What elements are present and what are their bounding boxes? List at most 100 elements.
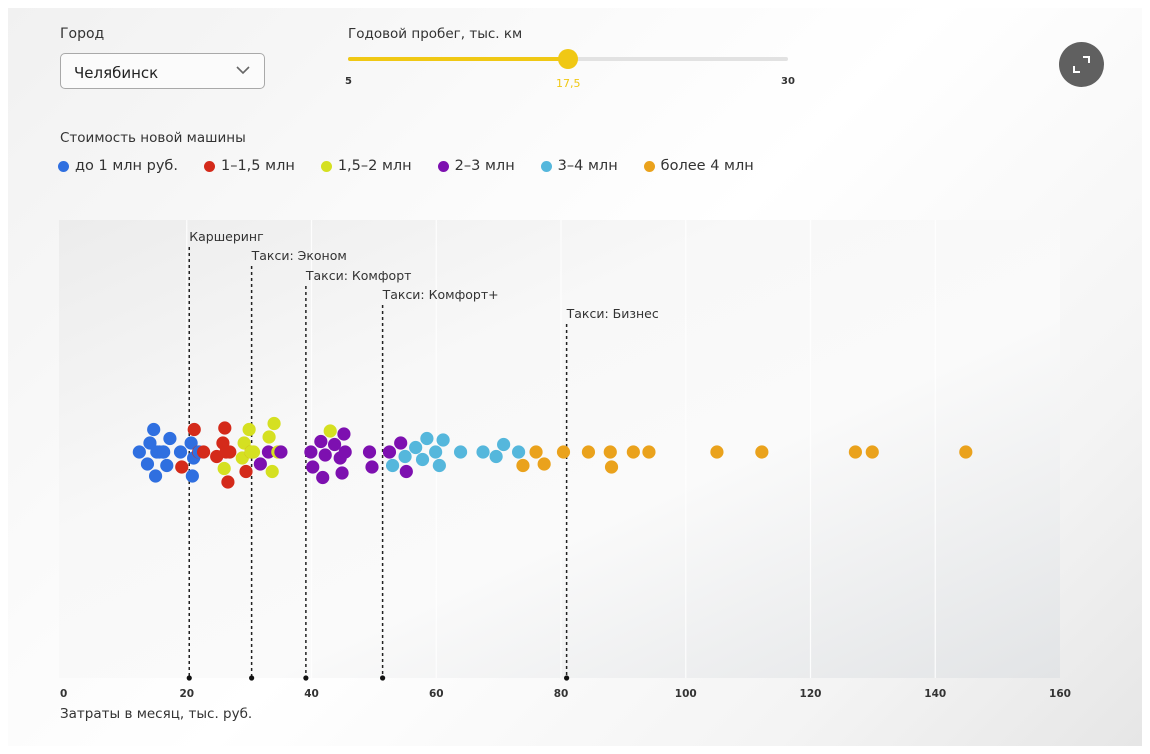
data-point-lt1[interactable] [163, 431, 177, 446]
data-point-2to3[interactable] [382, 445, 397, 459]
data-point-1to15[interactable] [239, 464, 253, 479]
data-point-15to2[interactable] [237, 436, 251, 450]
data-point-gt4[interactable] [848, 445, 863, 459]
data-point-2to3[interactable] [337, 427, 351, 441]
data-point-3to4[interactable] [415, 452, 430, 467]
city-label: Город [60, 26, 105, 42]
reference-line-marker [303, 675, 309, 681]
data-point-15to2[interactable] [242, 422, 256, 437]
data-point-15to2[interactable] [323, 424, 337, 438]
data-point-lt1[interactable] [147, 422, 161, 437]
data-point-3to4[interactable] [398, 449, 412, 464]
data-point-2to3[interactable] [314, 434, 328, 449]
data-point-gt4[interactable] [537, 457, 551, 471]
data-point-3to4[interactable] [436, 433, 450, 447]
data-point-gt4[interactable] [556, 445, 571, 459]
data-point-lt1[interactable] [185, 469, 199, 483]
city-select[interactable]: Челябинск [60, 53, 265, 89]
legend-label: более 4 млн [660, 158, 754, 174]
data-point-2to3[interactable] [304, 445, 318, 459]
expand-icon [1073, 56, 1090, 73]
data-point-gt4[interactable] [604, 460, 619, 474]
x-axis-title: Затраты в месяц, тыс. руб. [60, 706, 253, 722]
data-point-3to4[interactable] [420, 431, 434, 446]
mileage-slider-max: 30 [781, 76, 795, 87]
data-point-gt4[interactable] [516, 458, 530, 473]
data-point-1to15[interactable] [223, 445, 237, 459]
mileage-slider-min: 5 [345, 76, 352, 87]
data-point-lt1[interactable] [140, 457, 155, 471]
data-point-15to2[interactable] [265, 464, 279, 479]
reference-line-marker [249, 675, 255, 681]
data-point-2to3[interactable] [365, 460, 379, 474]
data-point-gt4[interactable] [581, 445, 596, 459]
data-point-2to3[interactable] [318, 448, 332, 462]
legend-item-lt1[interactable]: до 1 млн руб. [58, 158, 178, 174]
data-point-2to3[interactable] [261, 445, 276, 459]
data-point-1to15[interactable] [175, 460, 189, 474]
data-point-2to3[interactable] [274, 445, 288, 459]
data-point-gt4[interactable] [529, 445, 543, 459]
data-point-2to3[interactable] [306, 460, 320, 474]
legend: до 1 млн руб. 1–1,5 млн 1,5–2 млн 2–3 млн 3–… [58, 158, 780, 174]
data-point-gt4[interactable] [626, 445, 640, 459]
mileage-slider-thumb[interactable] [558, 49, 578, 69]
data-point-lt1[interactable] [184, 436, 198, 450]
legend-item-1to15[interactable]: 1–1,5 млн [203, 158, 295, 174]
data-point-1to15[interactable] [187, 422, 201, 437]
data-point-gt4[interactable] [710, 445, 724, 459]
data-point-3to4[interactable] [476, 445, 490, 459]
x-tick-label: 0 [60, 688, 67, 700]
x-tick-label: 40 [304, 688, 319, 700]
data-point-2to3[interactable] [253, 457, 267, 471]
legend-dot-icon [203, 160, 215, 172]
data-point-gt4[interactable] [642, 445, 656, 459]
mileage-slider-fill [348, 57, 568, 61]
data-point-1to15[interactable] [221, 475, 235, 489]
data-point-2to3[interactable] [335, 466, 349, 480]
data-point-3to4[interactable] [432, 458, 446, 473]
data-point-15to2[interactable] [267, 416, 281, 431]
expand-button[interactable] [1059, 42, 1104, 87]
data-point-2to3[interactable] [362, 445, 377, 459]
mileage-slider-label: Годовой пробег, тыс. км [348, 26, 523, 42]
data-point-3to4[interactable] [489, 449, 503, 464]
reference-line-label: Каршеринг [189, 229, 263, 244]
data-point-3to4[interactable] [429, 445, 443, 459]
data-point-gt4[interactable] [959, 445, 973, 459]
reference-line-label: Такси: Эконом [251, 248, 347, 263]
data-point-lt1[interactable] [173, 445, 188, 459]
data-point-lt1[interactable] [132, 445, 146, 459]
data-point-3to4[interactable] [497, 437, 511, 452]
data-point-lt1[interactable] [148, 469, 163, 483]
data-point-gt4[interactable] [755, 445, 769, 459]
data-point-lt1[interactable] [157, 445, 171, 459]
legend-label: 2–3 млн [454, 158, 515, 174]
legend-item-3to4[interactable]: 3–4 млн [540, 158, 618, 174]
data-point-15to2[interactable] [246, 445, 261, 459]
data-point-2to3[interactable] [316, 470, 330, 485]
data-point-gt4[interactable] [865, 445, 879, 459]
data-point-2to3[interactable] [394, 436, 408, 450]
data-point-3to4[interactable] [511, 445, 526, 459]
legend-item-15to2[interactable]: 1,5–2 млн [320, 158, 412, 174]
legend-item-2to3[interactable]: 2–3 млн [437, 158, 515, 174]
x-tick-label: 120 [800, 688, 822, 700]
legend-item-gt4[interactable]: более 4 млн [643, 158, 754, 174]
mileage-slider[interactable] [348, 49, 788, 69]
data-point-15to2[interactable] [262, 430, 276, 444]
data-point-3to4[interactable] [385, 458, 400, 473]
data-point-15to2[interactable] [217, 461, 231, 476]
data-point-2to3[interactable] [327, 437, 342, 452]
data-point-1to15[interactable] [218, 421, 232, 435]
data-point-3to4[interactable] [409, 440, 423, 455]
legend-dot-icon [437, 160, 449, 172]
data-point-1to15[interactable] [196, 445, 211, 459]
legend-label: 3–4 млн [557, 158, 618, 174]
data-point-lt1[interactable] [143, 436, 157, 450]
data-point-gt4[interactable] [603, 445, 617, 459]
data-point-3to4[interactable] [453, 445, 468, 459]
data-point-2to3[interactable] [399, 464, 413, 479]
data-point-2to3[interactable] [338, 445, 352, 459]
data-point-lt1[interactable] [160, 458, 174, 473]
